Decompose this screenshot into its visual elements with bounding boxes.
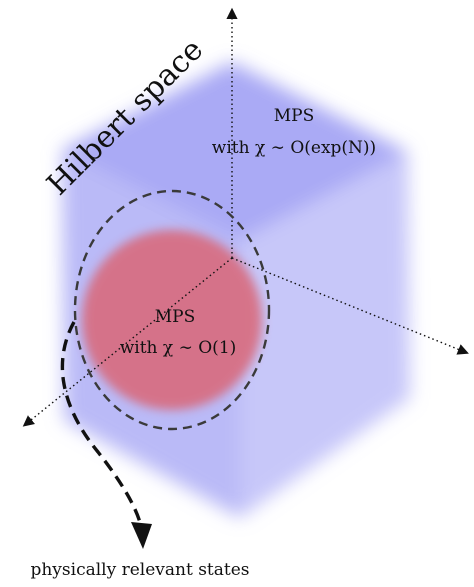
inner-region-outline: [73, 189, 271, 431]
relevant-states-arrowhead: [131, 522, 152, 549]
inner-region-label-line1: MPS: [155, 307, 196, 327]
inner-region-sphere: [82, 230, 262, 410]
inner-region-label-line2: with χ ∼ O(1): [120, 338, 237, 358]
cube-right-face: [240, 152, 410, 518]
arrow-caption: physically relevant states: [30, 560, 249, 580]
relevant-states-arrow: [60, 321, 143, 527]
axis-right: [231, 257, 469, 355]
outer-region-label-line1: MPS: [274, 106, 315, 126]
cube-top-face: [62, 62, 408, 240]
outer-region-label-line2: with χ ∼ O(exp(N)): [212, 138, 376, 158]
